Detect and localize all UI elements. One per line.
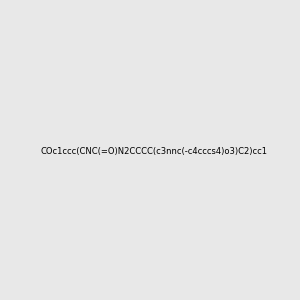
Text: COc1ccc(CNC(=O)N2CCCC(c3nnc(-c4cccs4)o3)C2)cc1: COc1ccc(CNC(=O)N2CCCC(c3nnc(-c4cccs4)o3)…: [40, 147, 267, 156]
